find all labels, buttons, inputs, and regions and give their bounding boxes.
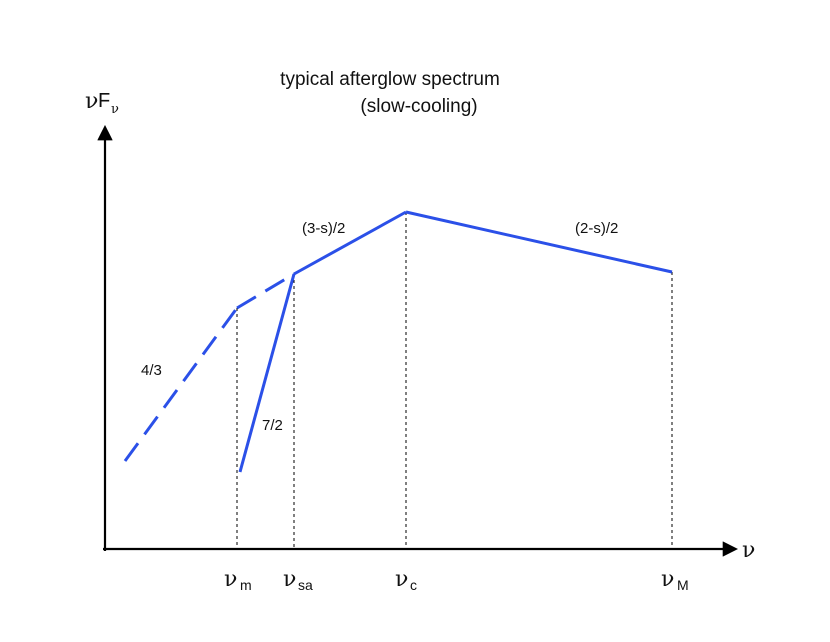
chart-title: typical afterglow spectrum (slow-cooling… xyxy=(280,69,500,117)
slope-label-4-3: 4/3 xyxy=(141,362,162,379)
nu-c-subscript: c xyxy=(410,577,417,593)
guide-lines xyxy=(236,212,673,549)
segment-dashed-4-3 xyxy=(123,307,239,462)
nu-sa-subscript: sa xyxy=(298,577,313,593)
y-axis-label-F: F xyxy=(98,90,110,112)
segment-solid-7-2 xyxy=(238,273,296,473)
nu-c-symbol: ν xyxy=(395,567,408,592)
title-line-2: (slow-cooling) xyxy=(360,96,477,117)
break-label-nu-sa: ν sa xyxy=(283,567,313,593)
segment-solid-2-s xyxy=(405,210,673,274)
y-axis-label-nu: ν xyxy=(85,89,98,114)
y-axis-label-sub: ν xyxy=(111,102,119,117)
segment-solid-3-s xyxy=(293,210,407,276)
title-line-1: typical afterglow spectrum xyxy=(280,69,500,90)
break-label-nu-M: ν M xyxy=(661,567,689,593)
nu-M-subscript: M xyxy=(677,577,689,593)
slope-label-3-s-2: (3-s)/2 xyxy=(302,220,345,237)
nu-m-subscript: m xyxy=(240,577,252,593)
slope-label-2-s-2: (2-s)/2 xyxy=(575,220,618,237)
x-axis-label: ν xyxy=(742,538,755,563)
slope-label-7-2: 7/2 xyxy=(262,417,283,434)
slope-labels: 4/3 7/2 (3-s)/2 (2-s)/2 xyxy=(141,220,618,434)
nu-sa-symbol: ν xyxy=(283,567,296,592)
segment-dashed-m-to-sa xyxy=(236,272,295,310)
y-axis-label: ν F ν xyxy=(85,89,119,117)
spectrum-curve xyxy=(123,210,673,473)
break-label-nu-m: ν m xyxy=(224,567,252,593)
break-label-nu-c: ν c xyxy=(395,567,417,593)
nu-M-symbol: ν xyxy=(661,567,674,592)
break-frequency-labels: ν m ν sa ν c ν M xyxy=(224,567,689,593)
nu-m-symbol: ν xyxy=(224,567,237,592)
